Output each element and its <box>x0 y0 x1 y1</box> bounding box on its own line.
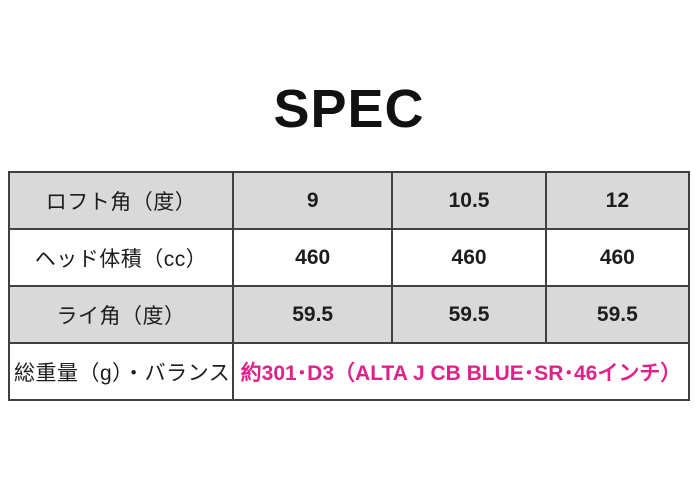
head-volume-value-2: 460 <box>391 228 547 287</box>
lie-angle-value-3: 59.5 <box>544 285 691 344</box>
head-volume-value-1: 460 <box>231 228 394 287</box>
table-row-head-volume: ヘッド体積（cc） 460 460 460 <box>8 228 691 287</box>
page-title: SPEC <box>273 79 425 139</box>
row-label-total-weight: 総重量（g）・バランス <box>8 342 234 401</box>
lie-angle-value-1: 59.5 <box>231 285 394 344</box>
row-label-head-volume: ヘッド体積（cc） <box>8 228 234 287</box>
row-label-loft: ロフト角（度） <box>8 171 234 230</box>
table-row-loft: ロフト角（度） 9 10.5 12 <box>8 171 691 230</box>
loft-value-1: 9 <box>231 171 394 230</box>
total-weight-balance-value: 約301･D3（ALTA J CB BLUE･SR･46インチ） <box>231 342 691 401</box>
spec-table: ロフト角（度） 9 10.5 12 ヘッド体積（cc） 460 460 460 … <box>8 171 691 401</box>
table-row-total-weight: 総重量（g）・バランス 約301･D3（ALTA J CB BLUE･SR･46… <box>8 342 691 401</box>
lie-angle-value-2: 59.5 <box>391 285 547 344</box>
head-volume-value-3: 460 <box>544 228 691 287</box>
loft-value-3: 12 <box>544 171 691 230</box>
loft-value-2: 10.5 <box>391 171 547 230</box>
table-row-lie-angle: ライ角（度） 59.5 59.5 59.5 <box>8 285 691 344</box>
row-label-lie-angle: ライ角（度） <box>8 285 234 344</box>
